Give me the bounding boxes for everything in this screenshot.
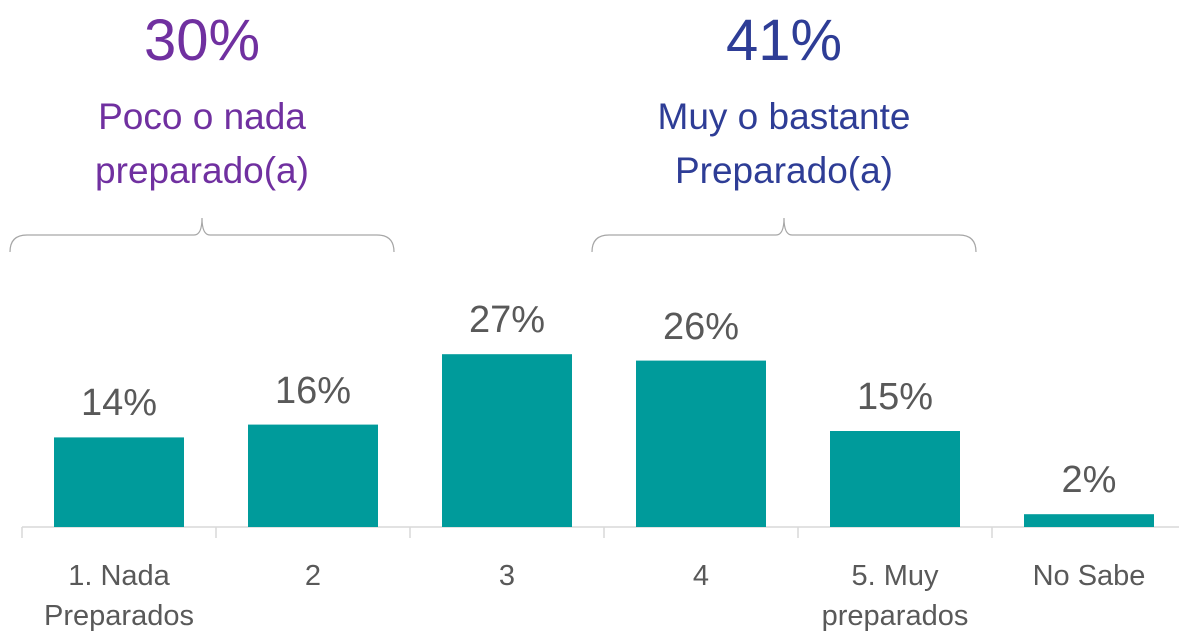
annotation-value: 30% (143, 8, 261, 73)
bracket (9, 217, 395, 253)
x-tick-label: 4 (692, 560, 710, 592)
annotation-text: Muy o bastante Preparado(a) (657, 96, 911, 191)
x-tick-label: 2 (304, 560, 322, 592)
x-tick-label: 3 (498, 560, 516, 592)
value-label: 15% (856, 376, 934, 418)
bar (830, 431, 960, 527)
value-label: 16% (274, 369, 352, 412)
bar (54, 437, 184, 527)
x-tick-label: 1. Nada Preparados (44, 560, 194, 632)
bracket (591, 217, 977, 253)
x-tick-label: 5. Muy preparados (821, 560, 969, 632)
bar (636, 360, 766, 527)
x-tick-label: No Sabe (1032, 560, 1146, 592)
value-label: 27% (468, 299, 546, 342)
bar (1024, 514, 1154, 527)
bar (248, 424, 378, 527)
value-label: 14% (80, 382, 158, 425)
bar (442, 354, 572, 527)
annotation-text: Poco o nada preparado(a) (95, 96, 309, 191)
annotation-value: 41% (725, 8, 843, 73)
value-label: 26% (662, 305, 740, 348)
value-label: 2% (1061, 459, 1117, 502)
